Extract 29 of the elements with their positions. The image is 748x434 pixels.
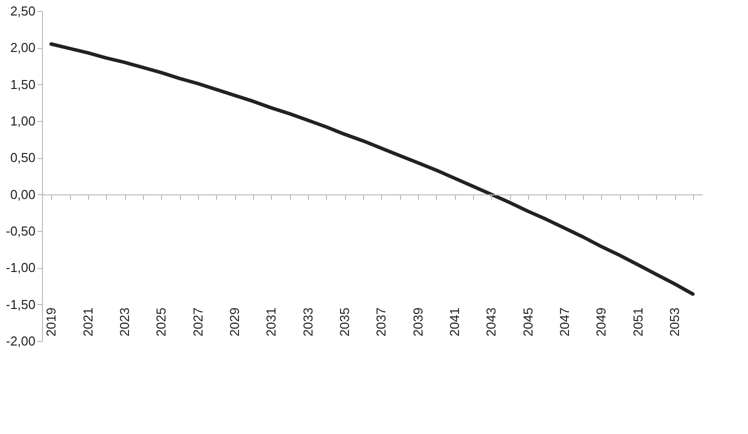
x-tick-label: 2025 [154, 308, 169, 336]
x-tick-label: 2053 [667, 308, 682, 336]
x-tick-label: 2051 [630, 308, 646, 336]
y-tick-label: -1,50 [6, 296, 36, 312]
x-tick-label: 2039 [410, 308, 426, 336]
y-tick-label: 1,50 [10, 76, 36, 92]
x-tick-label: 2047 [557, 308, 572, 336]
y-tick-label: -2,00 [6, 334, 36, 348]
line-series [49, 42, 695, 296]
y-tick-label: 0,50 [10, 150, 36, 166]
x-tick-label: 2029 [227, 308, 242, 336]
y-tick-label: 1,00 [10, 114, 36, 128]
x-tick-label: 2033 [300, 308, 316, 336]
x-tick-label: 2041 [447, 308, 462, 336]
y-tick-label: 0,00 [10, 186, 36, 202]
x-tick-label: 2019 [44, 308, 59, 336]
y-tick-label: -0,50 [6, 224, 36, 238]
y-tick-label: -1,00 [6, 260, 36, 276]
x-tick-label: 2043 [484, 308, 499, 336]
y-tick-label: 2,00 [10, 40, 36, 56]
x-tick-label: 2045 [520, 308, 536, 336]
x-tick-label: 2035 [337, 308, 352, 336]
x-tick-label: 2049 [594, 308, 609, 336]
x-tick-label: 2027 [190, 308, 206, 336]
x-tick-label: 2021 [80, 308, 96, 336]
x-tick-label: 2031 [264, 308, 279, 336]
x-tick-label: 2037 [374, 308, 389, 336]
x-tick-label: 2023 [117, 308, 132, 336]
y-tick-label: 2,50 [10, 4, 36, 18]
